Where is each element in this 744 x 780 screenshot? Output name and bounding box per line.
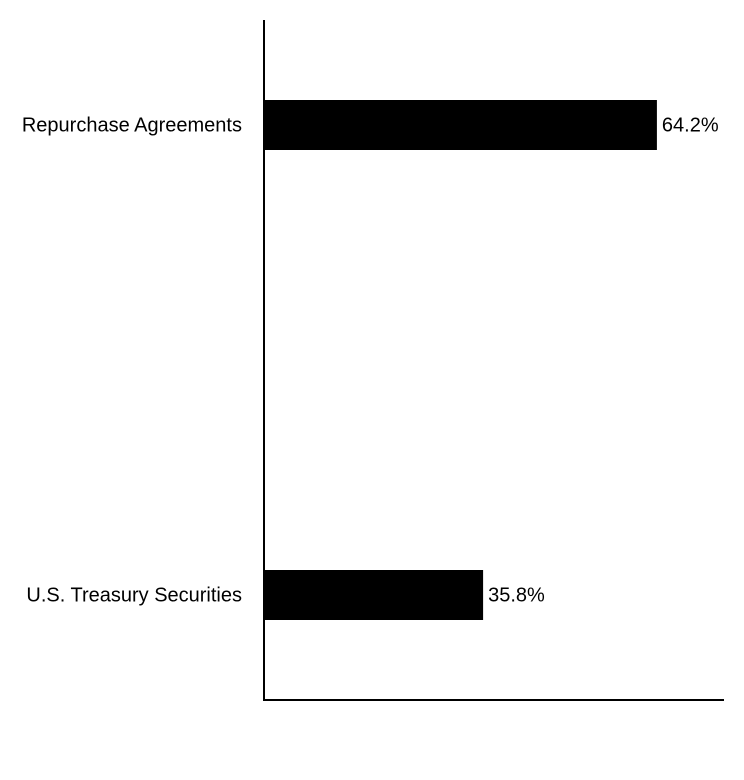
y-tick-label: Repurchase Agreements (22, 114, 242, 136)
value-label: 64.2% (662, 114, 719, 136)
y-tick-label: U.S. Treasury Securities (26, 584, 242, 606)
value-label: 35.8% (488, 584, 545, 606)
bar (264, 570, 484, 620)
bar (264, 100, 657, 150)
